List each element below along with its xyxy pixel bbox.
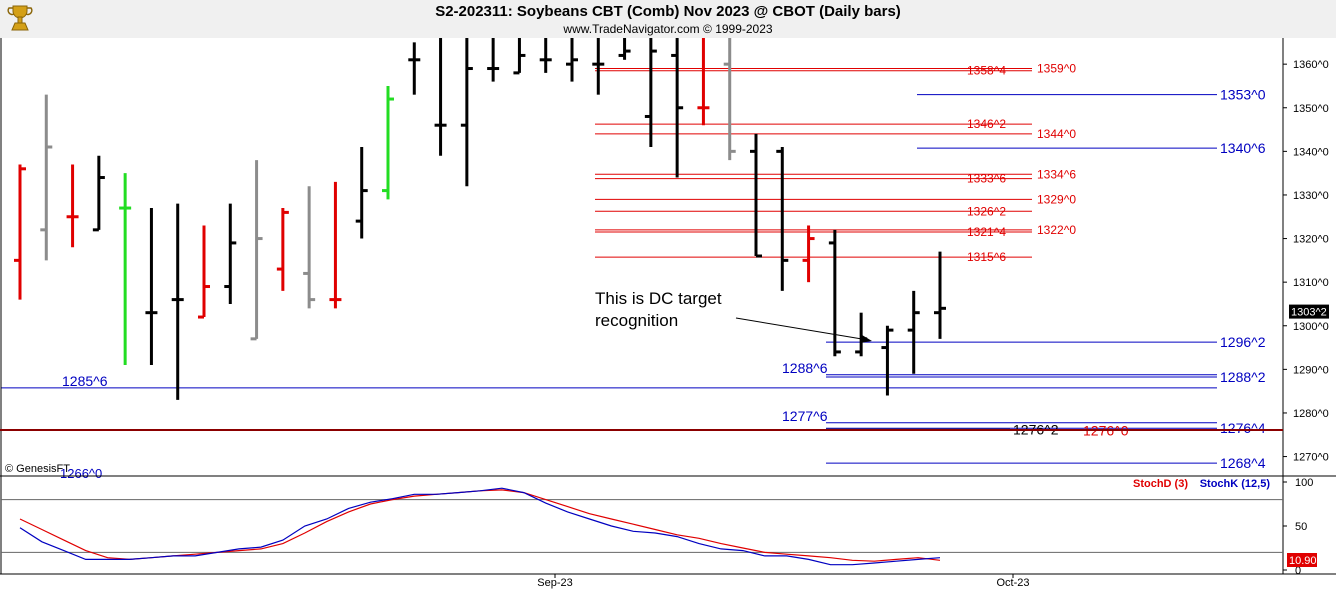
level-label: 1344^0 [1037, 127, 1076, 141]
ohlc-bar [618, 38, 631, 60]
level-label: 1268^4 [1220, 455, 1266, 471]
level-label: 1353^0 [1220, 87, 1266, 103]
level-label: 1358^4 [967, 64, 1006, 78]
ohlc-bar [697, 38, 710, 126]
stoch-last-box [1287, 553, 1317, 567]
gold-trophy-icon [7, 5, 33, 31]
price-axis: 1360^0 1350^0 1340^0 1330^0 1320^0 1310^0 1300… [0, 38, 1336, 575]
level-label: 1285^6 [62, 373, 108, 389]
price-tick-label: 1310^0 [1293, 277, 1329, 289]
annotation-arrow-head [860, 335, 872, 343]
price-tick-label: 1340^0 [1293, 146, 1329, 158]
watermark: © GenesisFT [5, 463, 70, 475]
annotation: This is DC target recognition © GenesisFT [5, 289, 872, 475]
level-label: 1266^0 [60, 466, 102, 481]
price-tick-label: 1280^0 [1293, 408, 1329, 420]
ohlc-bar [40, 94, 53, 261]
level-label: 1333^6 [967, 172, 1006, 186]
ohlc-bar [329, 181, 342, 309]
x-tick-label: Sep-23 [537, 577, 572, 589]
chart-header: S2-202311: Soybeans CBT (Comb) Nov 2023 … [0, 0, 1336, 38]
ohlc-bar [566, 38, 578, 82]
ohlc-bar [671, 38, 684, 178]
level-label: 1340^6 [1220, 140, 1266, 156]
ohlc-bar [276, 208, 289, 291]
price-tick-label: 1320^0 [1293, 234, 1329, 246]
last-price-box [1289, 304, 1329, 319]
ohlc-bar [250, 160, 263, 341]
ohlc-bar [802, 225, 815, 283]
level-label: 1296^2 [1220, 334, 1266, 350]
annotation-arrow-line [735, 317, 869, 341]
legend-stochd: StochD (3) [1133, 478, 1188, 490]
price-tick-label: 1300^0 [1293, 321, 1329, 333]
level-label: 1288^6 [782, 360, 828, 376]
last-price-label: 1303^2 [1291, 307, 1327, 319]
ohlc-bar [14, 164, 26, 300]
ohlc-bar [408, 42, 421, 95]
ohlc-bar [355, 147, 368, 239]
copyright-text: www.TradeNavigator.com © 1999-2023 [563, 22, 773, 36]
stochastic-panel: 100 50 0 StochD (3) StochK (12,5) 10.90 Sep-23… [1, 477, 1317, 589]
ohlc-bar [828, 229, 841, 357]
ohlc-bar [198, 225, 210, 319]
price-bars [14, 38, 946, 400]
annotation-line-1: This is DC target [595, 289, 722, 308]
level-label: 1334^6 [1037, 167, 1076, 181]
ohlc-bar [907, 290, 920, 374]
stoch-tick-label: 0 [1295, 565, 1301, 577]
ohlc-bar [145, 208, 158, 365]
level-label: 1329^0 [1037, 192, 1076, 206]
ohlc-bar [119, 173, 132, 365]
price-tick-label: 1270^0 [1293, 452, 1329, 464]
ohlc-bar [513, 38, 526, 75]
level-label: 1346^2 [967, 117, 1006, 131]
chart-title: S2-202311: Soybeans CBT (Comb) Nov 2023 … [435, 3, 901, 20]
price-tick-label: 1330^0 [1293, 190, 1329, 202]
price-tick-label: 1350^0 [1293, 103, 1329, 115]
x-tick-label: Oct-23 [996, 577, 1029, 589]
ohlc-bar [934, 251, 946, 339]
price-tick-label: 1360^0 [1293, 59, 1329, 71]
level-label: 1315^6 [967, 250, 1006, 264]
ohlc-bar [750, 133, 762, 258]
level-label: 1322^0 [1037, 223, 1076, 237]
annotation-line-2: recognition [595, 311, 678, 330]
level-label: 1359^0 [1037, 62, 1076, 76]
stoch-tick-label: 100 [1295, 477, 1313, 489]
level-label: 1326^2 [967, 204, 1006, 218]
stoch-series-line [19, 487, 941, 566]
ohlc-bar [644, 38, 657, 147]
level-label: 1288^2 [1220, 369, 1266, 385]
level-label: 1277^6 [782, 408, 828, 424]
price-tick-label: 1290^0 [1293, 364, 1329, 376]
ohlc-bar [171, 203, 184, 400]
ohlc-bar [881, 325, 894, 396]
level-label: 1276^4 [1220, 420, 1266, 436]
ohlc-bar [434, 38, 447, 156]
ohlc-bar [92, 155, 105, 232]
ohlc-bar [592, 38, 605, 95]
legend-stochk: StochK (12,5) [1200, 478, 1271, 490]
stoch-tick-label: 50 [1295, 521, 1307, 533]
level-label: 1321^4 [967, 225, 1006, 239]
ohlc-bar [382, 85, 394, 200]
ohlc-bar [460, 38, 473, 187]
ohlc-bar [224, 203, 237, 304]
ohlc-bar [303, 186, 316, 309]
ohlc-bar [723, 38, 736, 161]
stoch-last-label: 10.90 [1289, 555, 1317, 567]
ohlc-bar [776, 147, 789, 291]
ohlc-bar [487, 38, 500, 82]
ohlc-bar [66, 164, 79, 248]
ohlc-bar [539, 38, 552, 73]
